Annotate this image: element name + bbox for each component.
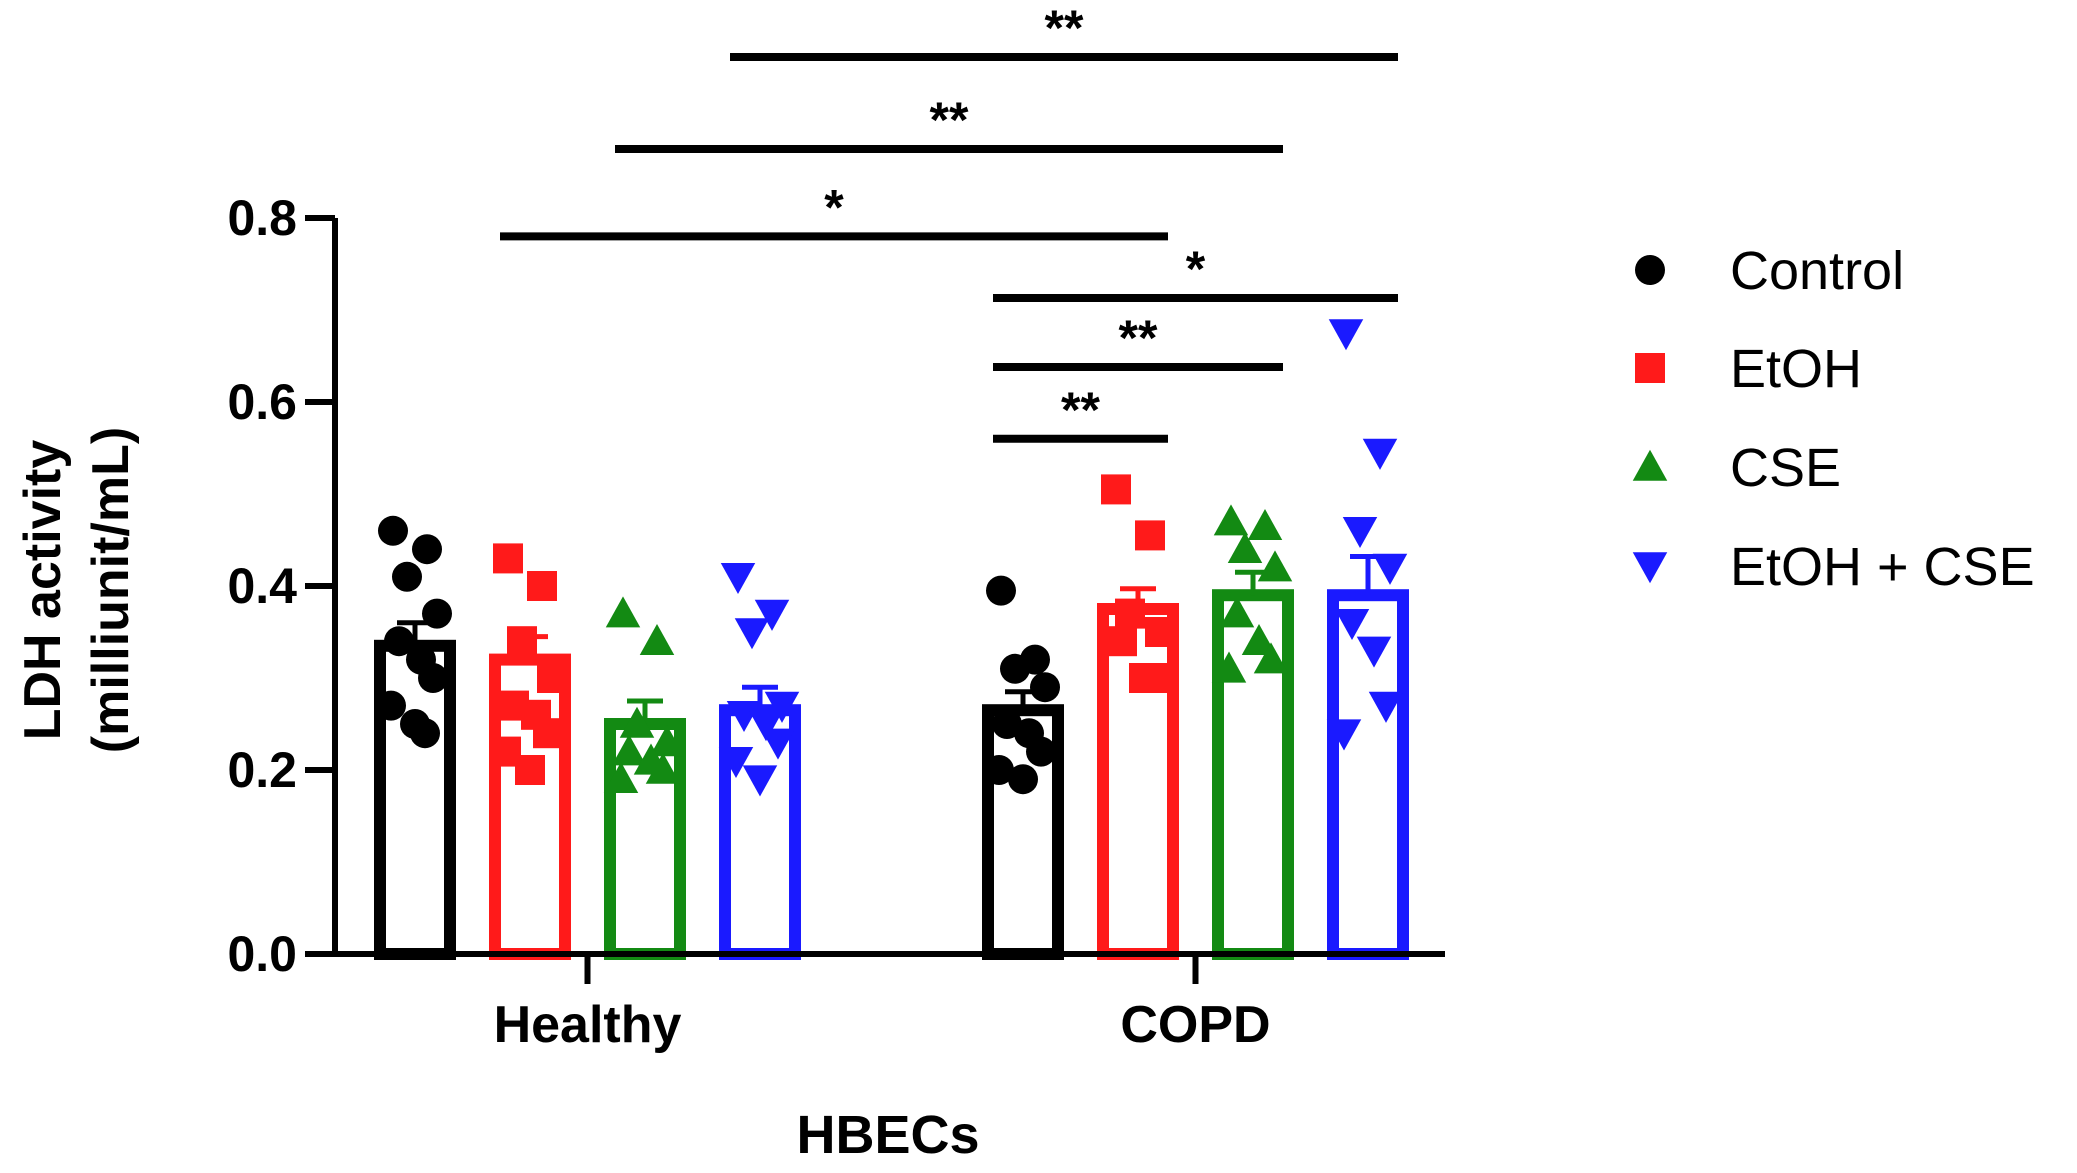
data-point [493, 543, 523, 574]
legend-label: EtOH + CSE [1730, 537, 2035, 597]
data-point [1000, 653, 1030, 684]
data-point [384, 626, 414, 657]
data-point [1368, 691, 1404, 723]
significance-label: ** [1061, 382, 1100, 438]
y-ticks: 0.0 0.2 0.4 0.6 0.8 [227, 190, 335, 982]
data-point [734, 618, 770, 650]
data-point [515, 755, 545, 785]
significance-label: ** [930, 92, 969, 148]
data-point [1115, 598, 1145, 629]
significance-label: * [824, 179, 844, 235]
significance-brackets: ********** [500, 0, 1398, 443]
legend-marker [1635, 255, 1665, 285]
y-tick-label: 0.2 [227, 742, 297, 798]
x-tick-label: COPD [1120, 996, 1270, 1054]
data-point [1101, 474, 1131, 505]
data-point [1213, 504, 1249, 536]
data-point [720, 563, 756, 595]
data-point [718, 747, 754, 779]
y-tick-label: 0.8 [227, 190, 297, 246]
legend-marker [1632, 449, 1668, 481]
data-point [1372, 553, 1408, 585]
data-point [639, 623, 675, 655]
data-point [754, 599, 790, 631]
data-point [1241, 623, 1277, 655]
data-point [376, 690, 406, 721]
data-point [726, 701, 762, 733]
legend-marker [1632, 552, 1668, 584]
data-point [764, 691, 800, 723]
data-point [1026, 736, 1056, 767]
legend-marker [1635, 353, 1665, 383]
legend-label: Control [1730, 241, 1904, 301]
data-point [645, 752, 681, 784]
data-point [1141, 663, 1171, 693]
legend: Control EtOH CSE EtOH + CSE [1632, 241, 2035, 597]
data-point [1334, 609, 1370, 641]
y-axis-label-line2: (milliunit/mL) [82, 427, 140, 753]
y-tick-label: 0.4 [227, 558, 297, 614]
legend-label: CSE [1730, 438, 1841, 498]
data-point [527, 571, 557, 601]
data-point [1328, 319, 1364, 351]
data-point [392, 561, 422, 592]
data-point [1145, 617, 1175, 647]
data-point [603, 761, 639, 793]
data-point [422, 598, 452, 629]
data-point [1227, 531, 1263, 563]
legend-label: EtOH [1730, 339, 1862, 399]
significance-label: * [1186, 241, 1206, 297]
significance-label: ** [1119, 310, 1158, 366]
data-point [748, 710, 784, 742]
data-point [1257, 550, 1293, 582]
data-point [418, 663, 448, 693]
data-point [537, 663, 567, 693]
data-point [1219, 596, 1255, 628]
data-point [986, 575, 1016, 606]
data-point [410, 718, 440, 749]
data-point [1135, 520, 1165, 551]
significance-label: ** [1045, 0, 1084, 56]
data-point [1247, 508, 1283, 540]
data-point [1342, 517, 1378, 549]
data-point [760, 728, 796, 760]
data-point [412, 534, 442, 565]
data-point [1211, 651, 1247, 683]
data-point [1356, 636, 1392, 668]
y-tick-label: 0.0 [227, 926, 297, 982]
x-tick-label: Healthy [494, 996, 682, 1054]
data-point [1008, 764, 1038, 795]
data-point [507, 626, 537, 657]
data-point [533, 718, 563, 749]
data-point [378, 515, 408, 546]
data-point [1030, 672, 1060, 703]
data-point [1362, 438, 1398, 470]
x-categories: Healthy COPD [494, 954, 1271, 1054]
data-point [611, 734, 647, 766]
data-point [1253, 642, 1289, 674]
data-point [649, 725, 685, 757]
x-axis-label: HBECs [796, 1105, 979, 1165]
bar [1097, 603, 1179, 960]
data-point [619, 706, 655, 738]
data-point [1326, 719, 1362, 751]
y-tick-label: 0.6 [227, 374, 297, 430]
data-points [376, 319, 1408, 797]
data-point [742, 765, 778, 797]
data-point [984, 755, 1014, 785]
data-point [1107, 626, 1137, 657]
data-point [605, 596, 641, 628]
y-axis-label-line1: LDH activity [14, 440, 72, 741]
